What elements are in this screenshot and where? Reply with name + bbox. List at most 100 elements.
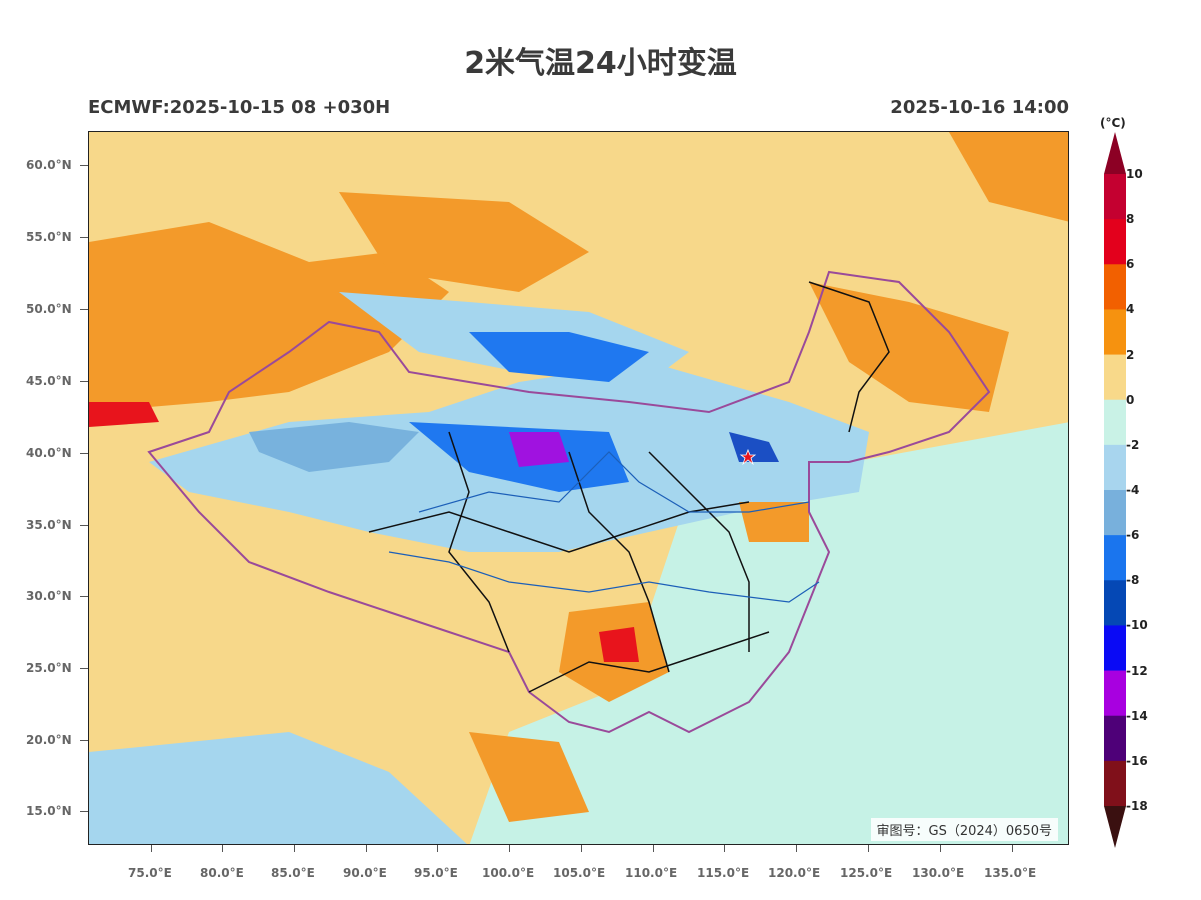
lon-label: 75.0°E xyxy=(128,866,172,880)
lat-tick xyxy=(80,237,88,238)
lon-tick xyxy=(151,845,152,852)
colorbar-segment xyxy=(1104,174,1126,220)
province-boundary-4 xyxy=(648,451,750,652)
colorbar-segment xyxy=(1104,715,1126,762)
colorbar-tick-label: -6 xyxy=(1126,528,1140,543)
colorbar-tick-label: -2 xyxy=(1126,437,1140,452)
chart-title: 2米气温24小时变温 xyxy=(464,46,737,81)
coldest-spot xyxy=(509,432,569,467)
colorbar xyxy=(1104,132,1126,848)
lat-label: 15.0°N xyxy=(26,804,72,818)
lat-tick xyxy=(80,381,88,382)
colorbar-segment xyxy=(1104,490,1126,536)
very-cool-region-mongolia xyxy=(469,332,649,382)
lon-tick xyxy=(509,845,510,852)
colorbar-segment xyxy=(1104,535,1126,581)
lon-label: 110.0°E xyxy=(625,866,678,880)
province-boundary-5 xyxy=(808,281,890,433)
lon-tick xyxy=(653,845,654,852)
lon-label: 130.0°E xyxy=(912,866,965,880)
lon-label: 135.0°E xyxy=(984,866,1037,880)
lon-label: 95.0°E xyxy=(414,866,458,880)
lon-tick xyxy=(796,845,797,852)
lat-tick xyxy=(80,309,88,310)
yellow-river xyxy=(418,451,810,513)
warm-region-shandong xyxy=(739,502,809,542)
lat-label: 40.0°N xyxy=(26,446,72,460)
colorbar-top-extend xyxy=(1104,132,1126,174)
valid-time-label: 2025-10-16 14:00 xyxy=(890,97,1069,118)
lat-label: 60.0°N xyxy=(26,158,72,172)
lon-label: 105.0°E xyxy=(553,866,606,880)
lon-label: 90.0°E xyxy=(343,866,387,880)
province-boundary-2 xyxy=(448,431,510,653)
lon-tick xyxy=(437,845,438,852)
lat-label: 50.0°N xyxy=(26,302,72,316)
colorbar-segment xyxy=(1104,670,1126,717)
colorbar-tick-label: 2 xyxy=(1126,347,1135,362)
colorbar-segment xyxy=(1104,760,1126,807)
colorbar-tick-label: 6 xyxy=(1126,257,1135,272)
lat-label: 35.0°N xyxy=(26,518,72,532)
province-boundary-3 xyxy=(568,451,670,673)
cool-region-southwest xyxy=(89,732,467,844)
cool-spot-beijing xyxy=(729,432,779,462)
colorbar-tick-label: 10 xyxy=(1126,167,1143,181)
warm-region-indochina xyxy=(469,732,589,822)
colorbar-segment xyxy=(1104,309,1126,356)
warm-region-northeast xyxy=(809,282,1009,412)
cool-region-east xyxy=(709,602,1068,844)
colorbar-bottom-extend xyxy=(1104,806,1126,848)
province-boundary-6 xyxy=(528,631,770,693)
map-approval-watermark: 审图号：GS（2024）0650号 xyxy=(870,818,1058,841)
lon-tick xyxy=(940,845,941,852)
lon-tick xyxy=(1012,845,1013,852)
lon-tick xyxy=(724,845,725,852)
colorbar-tick-label: 8 xyxy=(1126,212,1135,227)
lat-label: 20.0°N xyxy=(26,733,72,747)
lat-tick xyxy=(80,811,88,812)
lon-label: 80.0°E xyxy=(200,866,244,880)
yangtze-river xyxy=(388,551,820,603)
lat-label: 55.0°N xyxy=(26,230,72,244)
warm-region-northeast-top xyxy=(949,132,1068,222)
colorbar-segment xyxy=(1104,219,1126,265)
lon-label: 115.0°E xyxy=(697,866,750,880)
colorbar-tick-label: 4 xyxy=(1126,302,1135,317)
colorbar-tick-label: -8 xyxy=(1126,573,1140,588)
lon-label: 85.0°E xyxy=(271,866,315,880)
model-run-label: ECMWF:2025-10-15 08 +030H xyxy=(88,97,391,118)
hot-spot-west xyxy=(89,402,159,427)
hot-spot-guizhou xyxy=(599,627,639,662)
country-boundary xyxy=(147,270,991,734)
lat-tick xyxy=(80,596,88,597)
colorbar-tick-label: 0 xyxy=(1126,392,1135,407)
colorbar-tick-label: -12 xyxy=(1126,663,1148,678)
colorbar-segment xyxy=(1104,580,1126,626)
warm-region-north xyxy=(339,192,589,292)
colorbar-tick-label: -4 xyxy=(1126,483,1140,497)
colorbar-segment xyxy=(1104,625,1126,672)
lat-label: 25.0°N xyxy=(26,661,72,675)
lat-tick xyxy=(80,740,88,741)
lon-label: 120.0°E xyxy=(768,866,821,880)
lat-label: 45.0°N xyxy=(26,374,72,388)
colorbar-segment xyxy=(1104,444,1126,491)
colorbar-segment xyxy=(1104,354,1126,401)
temperature-change-map: 审图号：GS（2024）0650号 xyxy=(88,131,1069,845)
lon-tick xyxy=(868,845,869,852)
lat-tick xyxy=(80,525,88,526)
lon-label: 100.0°E xyxy=(482,866,535,880)
star-icon xyxy=(739,448,757,466)
colorbar-tick-label: -18 xyxy=(1126,799,1148,813)
lat-tick xyxy=(80,165,88,166)
cool-region-xinjiang xyxy=(249,422,419,472)
map-canvas xyxy=(89,132,1068,844)
lon-tick xyxy=(294,845,295,852)
lat-label: 30.0°N xyxy=(26,589,72,603)
colorbar-tick-label: -16 xyxy=(1126,753,1148,768)
colorbar-tick-label: -10 xyxy=(1126,618,1148,633)
lat-tick xyxy=(80,453,88,454)
colorbar-unit: (°C) xyxy=(1100,116,1126,130)
lon-tick xyxy=(222,845,223,852)
